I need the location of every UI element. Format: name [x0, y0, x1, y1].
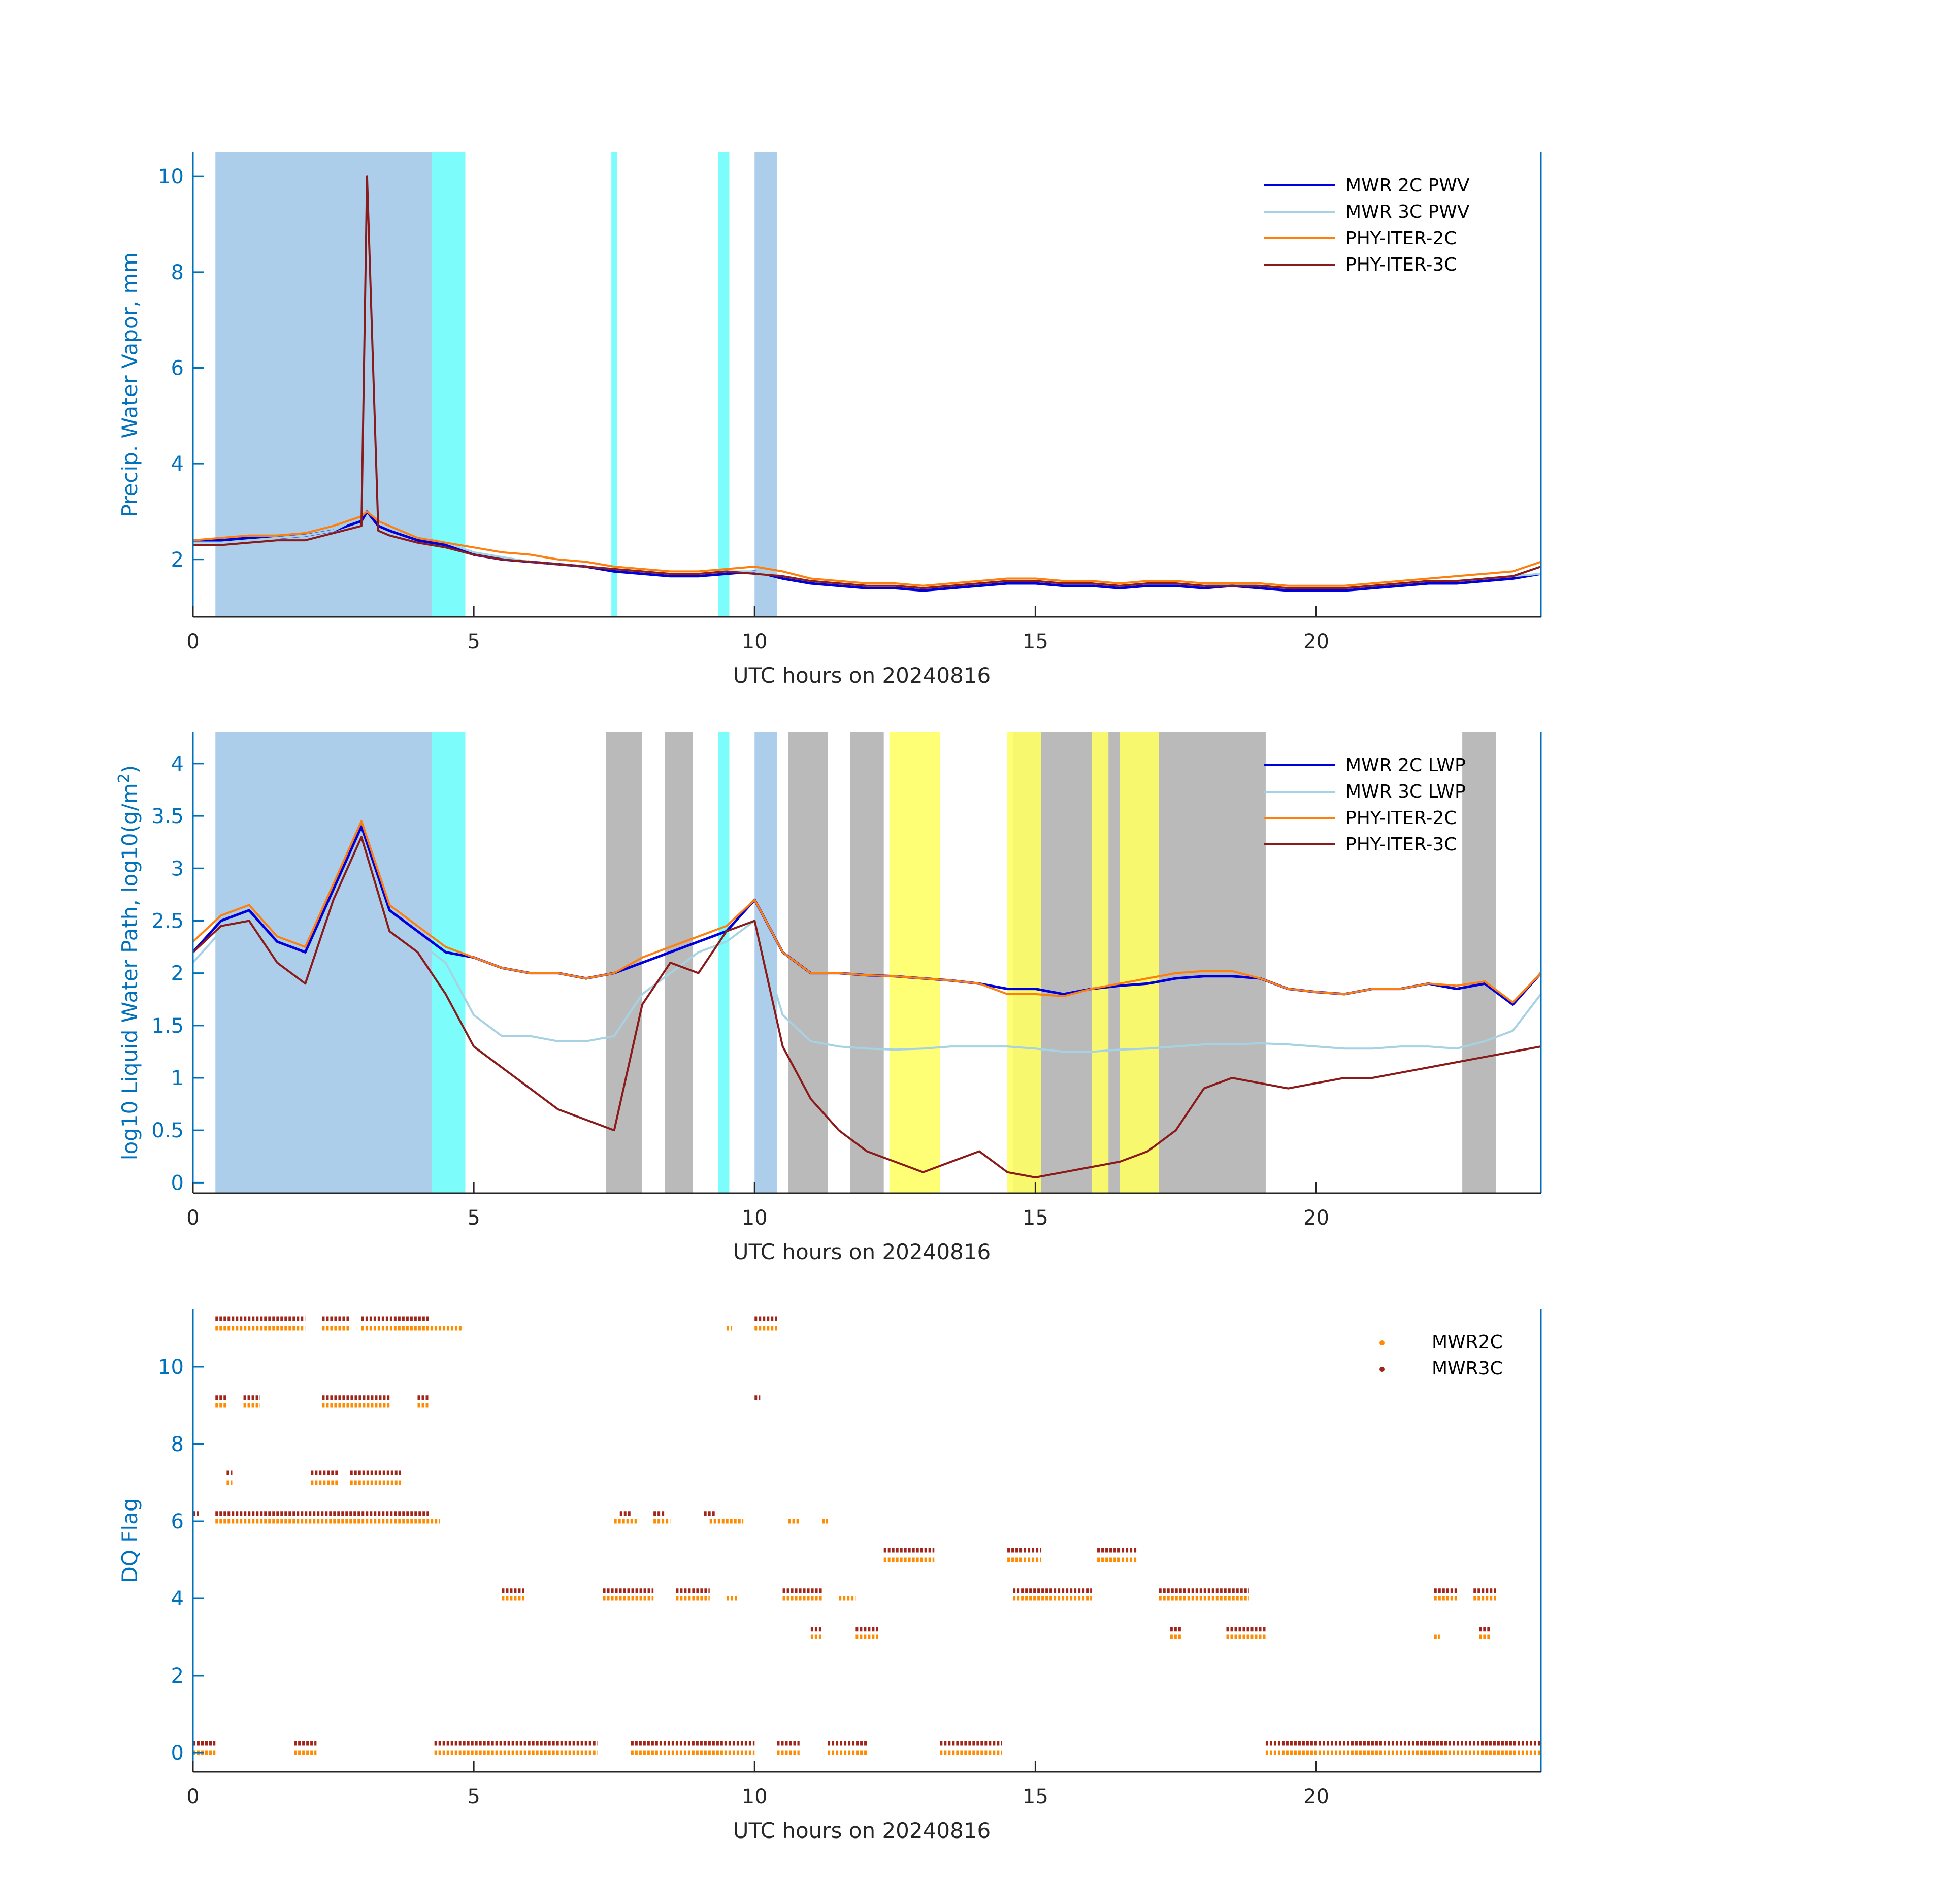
y-tick-label: 0: [171, 1171, 184, 1195]
y-axis-label: DQ Flag: [117, 1498, 142, 1583]
shaded-band-cyan: [432, 732, 466, 1193]
y-tick-label: 2: [171, 1664, 184, 1688]
legend: MWR 2C LWP MWR 3C LWP PHY-ITER-2C PHY-ITER-…: [1264, 755, 1466, 855]
series-line-phy-iter-3c: [193, 836, 1541, 1178]
x-tick-label: 15: [1023, 1785, 1048, 1809]
shaded-band-yellow: [1092, 732, 1109, 1193]
x-tick-label: 5: [467, 630, 480, 653]
y-tick-label: 4: [171, 752, 184, 776]
y-tick-label: 2: [171, 548, 184, 572]
shaded-band-yellow: [1120, 732, 1159, 1193]
y-tick-label: 6: [171, 356, 184, 380]
shaded-band-blue: [754, 152, 777, 617]
y-tick-label: 4: [171, 452, 184, 476]
legend-label: PHY-ITER-2C: [1345, 808, 1457, 829]
shaded-band-cyan: [718, 732, 730, 1193]
shaded-band-gray: [850, 732, 884, 1193]
y-axis-label: log10 Liquid Water Path, log10(g/m2): [115, 765, 142, 1160]
y-tick-label: 3.5: [151, 805, 184, 828]
y-tick-label: 1.5: [151, 1014, 184, 1038]
x-axis-label: UTC hours on 20240816: [733, 1239, 991, 1264]
legend-marker: [1379, 1340, 1385, 1345]
shaded-band-yellow: [889, 732, 940, 1193]
shaded-band-gray: [1462, 732, 1496, 1193]
chart-panel-2: 0 5 10 15 20 0 0.5 1 1.5 2 2.5 3 3.5 4 UTC hours on 20…: [115, 732, 1542, 1264]
x-tick-label: 20: [1303, 1206, 1329, 1230]
x-axis-label: UTC hours on 20240816: [733, 663, 991, 688]
y-tick-label: 4: [171, 1587, 184, 1611]
x-tick-label: 15: [1023, 630, 1048, 653]
legend-label: MWR3C: [1432, 1358, 1503, 1379]
legend-label: MWR 3C PWV: [1345, 202, 1470, 222]
x-axis-label: UTC hours on 20240816: [733, 1818, 991, 1843]
shaded-band-gray: [1170, 732, 1266, 1193]
y-axis-label-text: log10 Liquid Water Path, log10(g/m: [117, 783, 142, 1160]
x-tick-label: 20: [1303, 630, 1329, 653]
shaded-band-blue: [754, 732, 777, 1193]
x-tick-label: 0: [186, 1785, 199, 1809]
legend-label: MWR 2C LWP: [1345, 755, 1466, 776]
y-axis-label-close: ): [117, 765, 142, 773]
y-tick-label: 3: [171, 857, 184, 880]
legend: MWR 2C PWV MWR 3C PWV PHY-ITER-2C PHY-ITER-…: [1264, 175, 1470, 275]
y-tick-label: 8: [171, 261, 184, 284]
y-tick-label: 1: [171, 1067, 184, 1090]
legend: MWR2C MWR3C: [1379, 1332, 1503, 1379]
shaded-band-blue: [215, 152, 432, 617]
shaded-band-cyan: [718, 152, 730, 617]
shaded-band-gray: [788, 732, 828, 1193]
y-axis-label-text: DQ Flag: [117, 1498, 142, 1583]
legend-label: PHY-ITER-3C: [1345, 834, 1457, 855]
y-tick-label: 10: [158, 1356, 184, 1379]
legend-label: PHY-ITER-2C: [1345, 228, 1457, 249]
legend-label: MWR2C: [1432, 1332, 1503, 1353]
plot-area: [193, 152, 1541, 617]
shaded-band-blue: [215, 732, 432, 1193]
x-tick-label: 10: [742, 1206, 768, 1230]
y-tick-label: 2.5: [151, 909, 184, 933]
y-tick-label: 6: [171, 1510, 184, 1533]
plot-area: [193, 732, 1541, 1193]
y-axis-label-text: Precip. Water Vapor, mm: [117, 252, 142, 517]
legend-label: MWR 2C PWV: [1345, 175, 1470, 196]
series-line-phy-iter-2c: [193, 510, 1541, 587]
chart-panel-1: 0 5 10 15 20 2 4 6 8 10 UTC hours on 20240816 Preci…: [117, 152, 1542, 688]
legend-label: PHY-ITER-3C: [1345, 254, 1457, 275]
y-tick-label: 0.5: [151, 1119, 184, 1142]
series-line-mwr-3c-lwp: [193, 836, 1541, 1053]
series-line-mwr-2c-pwv: [193, 510, 1541, 592]
x-tick-label: 20: [1303, 1785, 1329, 1809]
legend-label: MWR 3C LWP: [1345, 781, 1466, 802]
x-tick-label: 0: [186, 630, 199, 653]
shaded-band-yellow: [1007, 732, 1041, 1193]
shaded-band-gray: [606, 732, 642, 1193]
x-tick-label: 0: [186, 1206, 199, 1230]
x-tick-label: 10: [742, 1785, 768, 1809]
series-line-phy-iter-2c: [193, 820, 1541, 1004]
x-tick-label: 5: [467, 1206, 480, 1230]
y-axis-label-superscript: 2: [115, 773, 133, 783]
x-tick-label: 10: [742, 630, 768, 653]
y-tick-label: 8: [171, 1433, 184, 1456]
series-line-phy-iter-3c: [193, 175, 1541, 589]
legend-marker: [1379, 1367, 1385, 1372]
x-tick-label: 5: [467, 1785, 480, 1809]
x-tick-label: 15: [1023, 1206, 1048, 1230]
y-tick-label: 0: [171, 1742, 184, 1765]
y-tick-label: 2: [171, 962, 184, 986]
shaded-band-gray: [665, 732, 693, 1193]
shaded-band-cyan: [611, 152, 617, 617]
chart-panel-3: 0 5 10 15 20 0 2 4 6 8 10 UTC hours on 20240816 DQ F…: [117, 1309, 1542, 1843]
plot-area: [193, 1316, 1541, 1755]
y-tick-label: 10: [158, 165, 184, 188]
y-axis-label: Precip. Water Vapor, mm: [117, 252, 142, 517]
